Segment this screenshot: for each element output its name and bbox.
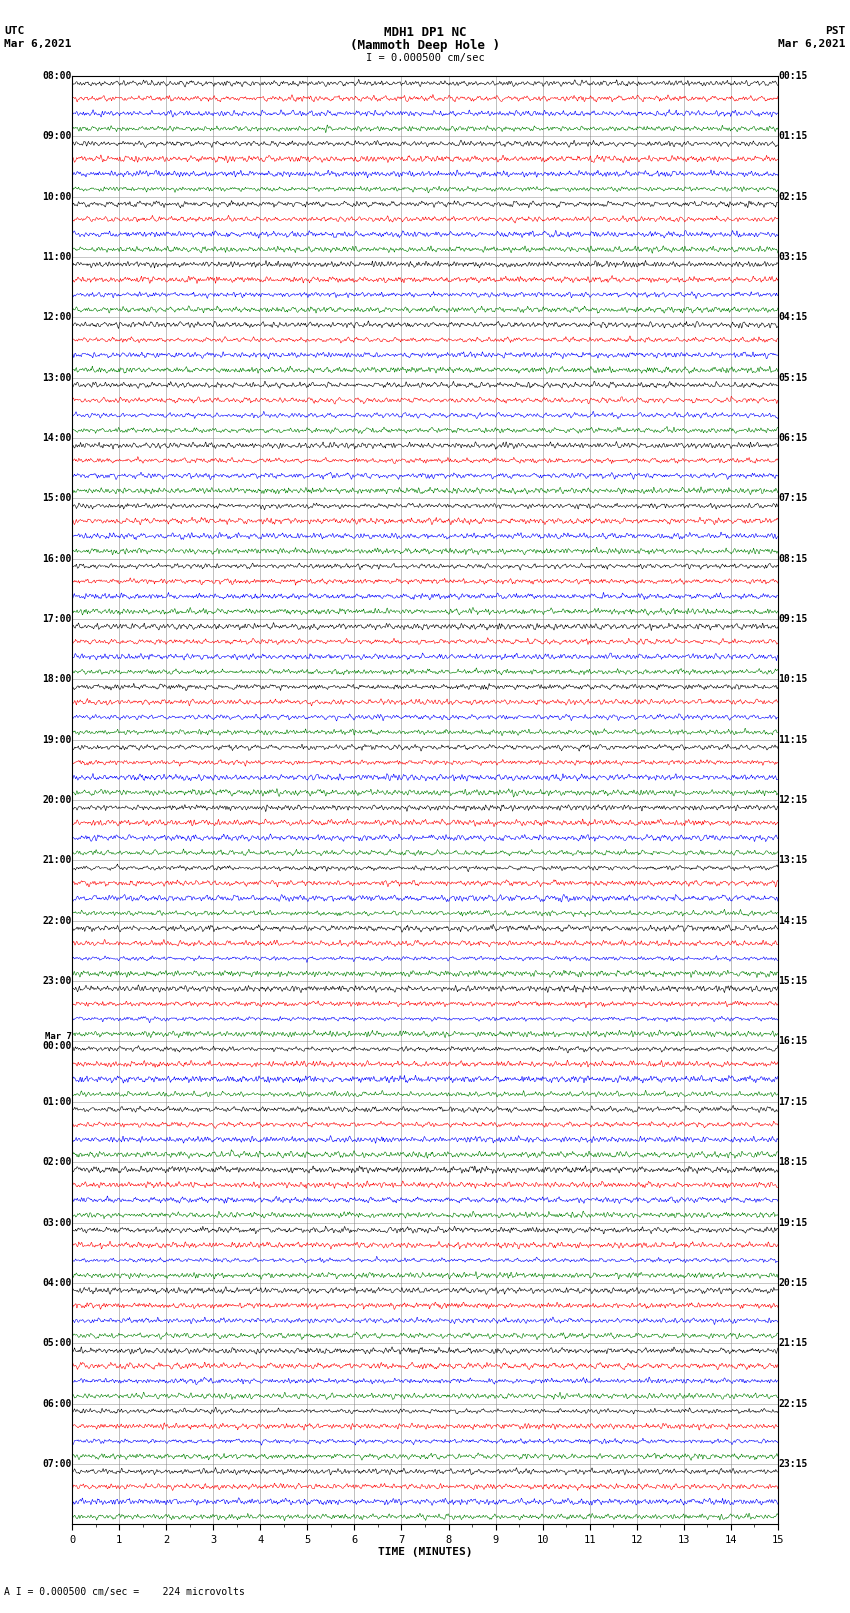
Text: 06:00: 06:00	[42, 1398, 71, 1408]
Text: 15:15: 15:15	[779, 976, 808, 986]
Text: 16:15: 16:15	[779, 1037, 808, 1047]
Text: Mar 6,2021: Mar 6,2021	[4, 39, 71, 48]
Text: 05:00: 05:00	[42, 1339, 71, 1348]
Text: 12:15: 12:15	[779, 795, 808, 805]
Text: MDH1 DP1 NC: MDH1 DP1 NC	[383, 26, 467, 39]
Text: 18:00: 18:00	[42, 674, 71, 684]
Text: (Mammoth Deep Hole ): (Mammoth Deep Hole )	[350, 39, 500, 52]
Text: 07:15: 07:15	[779, 494, 808, 503]
Text: 14:15: 14:15	[779, 916, 808, 926]
Text: Mar 6,2021: Mar 6,2021	[779, 39, 846, 48]
Text: 03:15: 03:15	[779, 252, 808, 261]
Text: 18:15: 18:15	[779, 1157, 808, 1168]
Text: 11:00: 11:00	[42, 252, 71, 261]
Text: 05:15: 05:15	[779, 373, 808, 382]
Text: 13:00: 13:00	[42, 373, 71, 382]
Text: 04:15: 04:15	[779, 313, 808, 323]
Text: 17:00: 17:00	[42, 615, 71, 624]
Text: 00:15: 00:15	[779, 71, 808, 81]
Text: 22:00: 22:00	[42, 916, 71, 926]
Text: 06:15: 06:15	[779, 432, 808, 444]
Text: 07:00: 07:00	[42, 1458, 71, 1469]
Text: 21:15: 21:15	[779, 1339, 808, 1348]
Text: 11:15: 11:15	[779, 734, 808, 745]
Text: 16:00: 16:00	[42, 553, 71, 563]
Text: PST: PST	[825, 26, 846, 35]
Text: 01:00: 01:00	[42, 1097, 71, 1107]
Text: 14:00: 14:00	[42, 432, 71, 444]
Text: 12:00: 12:00	[42, 313, 71, 323]
Text: 20:00: 20:00	[42, 795, 71, 805]
Text: A I = 0.000500 cm/sec =    224 microvolts: A I = 0.000500 cm/sec = 224 microvolts	[4, 1587, 245, 1597]
Text: 15:00: 15:00	[42, 494, 71, 503]
Text: 17:15: 17:15	[779, 1097, 808, 1107]
Text: 02:15: 02:15	[779, 192, 808, 202]
Text: 09:00: 09:00	[42, 131, 71, 142]
Text: 13:15: 13:15	[779, 855, 808, 866]
Text: UTC: UTC	[4, 26, 25, 35]
Text: 03:00: 03:00	[42, 1218, 71, 1227]
Text: 10:15: 10:15	[779, 674, 808, 684]
Text: 08:00: 08:00	[42, 71, 71, 81]
Text: 02:00: 02:00	[42, 1157, 71, 1168]
Text: 23:00: 23:00	[42, 976, 71, 986]
Text: 19:00: 19:00	[42, 734, 71, 745]
Text: 08:15: 08:15	[779, 553, 808, 563]
Text: 00:00: 00:00	[42, 1042, 71, 1052]
Text: 22:15: 22:15	[779, 1398, 808, 1408]
Text: 04:00: 04:00	[42, 1277, 71, 1287]
Text: 09:15: 09:15	[779, 615, 808, 624]
Text: Mar 7: Mar 7	[45, 1032, 71, 1042]
Text: I = 0.000500 cm/sec: I = 0.000500 cm/sec	[366, 53, 484, 63]
Text: 23:15: 23:15	[779, 1458, 808, 1469]
X-axis label: TIME (MINUTES): TIME (MINUTES)	[377, 1547, 473, 1558]
Text: 10:00: 10:00	[42, 192, 71, 202]
Text: 19:15: 19:15	[779, 1218, 808, 1227]
Text: 01:15: 01:15	[779, 131, 808, 142]
Text: 21:00: 21:00	[42, 855, 71, 866]
Text: 20:15: 20:15	[779, 1277, 808, 1287]
